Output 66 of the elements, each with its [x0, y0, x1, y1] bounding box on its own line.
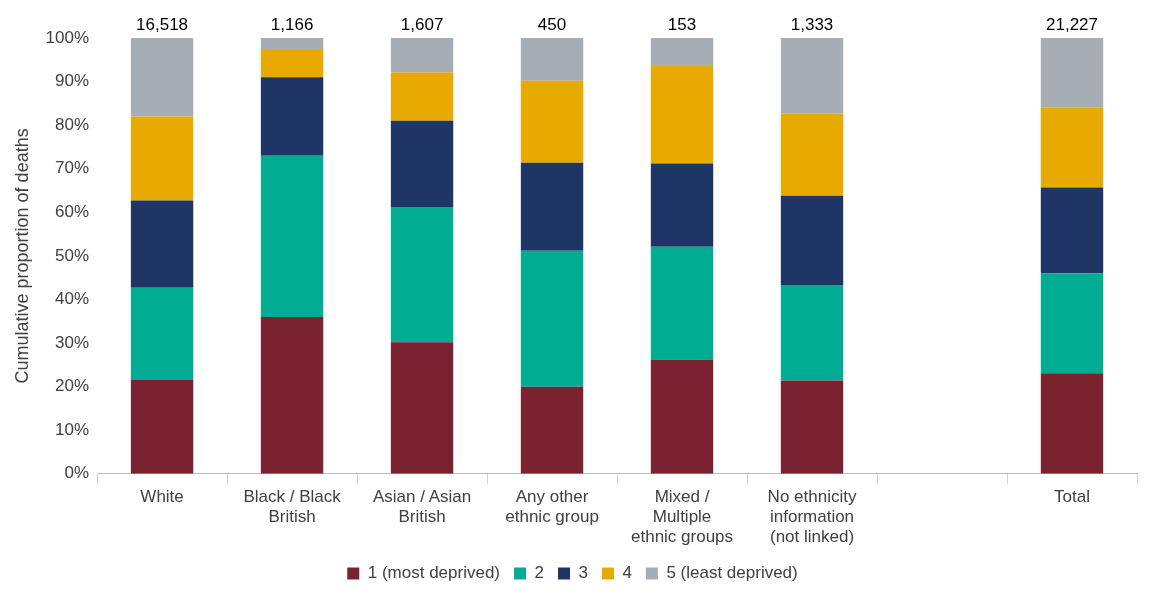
bar	[520, 250, 584, 387]
y-tick-label: 10%	[55, 419, 90, 439]
bar	[390, 207, 454, 343]
bar	[520, 386, 584, 474]
y-tick-label: 40%	[55, 289, 90, 309]
y-tick-label: 60%	[55, 202, 90, 222]
bar	[650, 65, 714, 164]
bar	[130, 200, 194, 288]
legend-label: 5 (least deprived)	[666, 563, 798, 583]
bar	[260, 316, 324, 474]
bar	[390, 38, 454, 73]
bar	[520, 80, 584, 163]
bar	[650, 359, 714, 474]
bar	[390, 72, 454, 121]
y-tick-label: 70%	[55, 158, 90, 178]
bar	[260, 38, 324, 49]
bar	[650, 38, 714, 66]
bar	[520, 162, 584, 251]
bar	[130, 116, 194, 201]
y-tick-label: 20%	[55, 376, 90, 396]
bar	[260, 155, 324, 317]
y-tick-label: 80%	[55, 114, 90, 134]
bar	[780, 380, 844, 474]
bar	[780, 113, 844, 196]
y-tick-label: 90%	[55, 71, 90, 91]
x-tick-label: Total	[1054, 486, 1090, 506]
bar	[520, 38, 584, 81]
annotation: 16,518	[136, 15, 189, 35]
legend-label: 4	[622, 563, 632, 583]
bar	[1040, 187, 1104, 274]
bar	[780, 285, 844, 381]
annotation: 153	[667, 15, 697, 35]
bar	[260, 48, 324, 78]
x-tick-label: No ethnicity information (not linked)	[767, 486, 857, 547]
x-tick-label: White	[140, 486, 184, 506]
annotation: 21,227	[1046, 15, 1099, 35]
y-tick-label: 50%	[55, 245, 90, 265]
bar	[650, 163, 714, 247]
annotation: 1,166	[270, 15, 314, 35]
y-tick-label: 0%	[64, 463, 90, 483]
y-axis-title: Cumulative proportion of deaths	[11, 128, 32, 384]
bar	[390, 120, 454, 208]
legend-label: 2	[534, 563, 544, 583]
y-tick-label: 100%	[45, 27, 90, 47]
y-tick-label: 30%	[55, 332, 90, 352]
legend-label: 3	[578, 563, 588, 583]
bar	[130, 287, 194, 381]
x-tick-label: Mixed / Multiple ethnic groups	[631, 486, 734, 547]
legend-label: 1 (most deprived)	[367, 563, 501, 583]
bar	[1040, 273, 1104, 374]
bar	[780, 38, 844, 114]
bar	[1040, 373, 1104, 474]
bar	[260, 77, 324, 156]
bar	[1040, 38, 1104, 108]
bar	[130, 380, 194, 474]
x-tick-label: Any other ethnic group	[505, 486, 599, 527]
annotation: 450	[537, 15, 567, 35]
annotation: 1,607	[400, 15, 444, 35]
annotation: 1,333	[790, 15, 834, 35]
x-tick-label: Asian / Asian British	[372, 486, 472, 527]
bar	[390, 342, 454, 474]
bar	[1040, 107, 1104, 188]
bar	[130, 38, 194, 117]
bar	[650, 246, 714, 360]
x-tick-label: Black / Black British	[243, 486, 342, 527]
bar	[780, 195, 844, 286]
